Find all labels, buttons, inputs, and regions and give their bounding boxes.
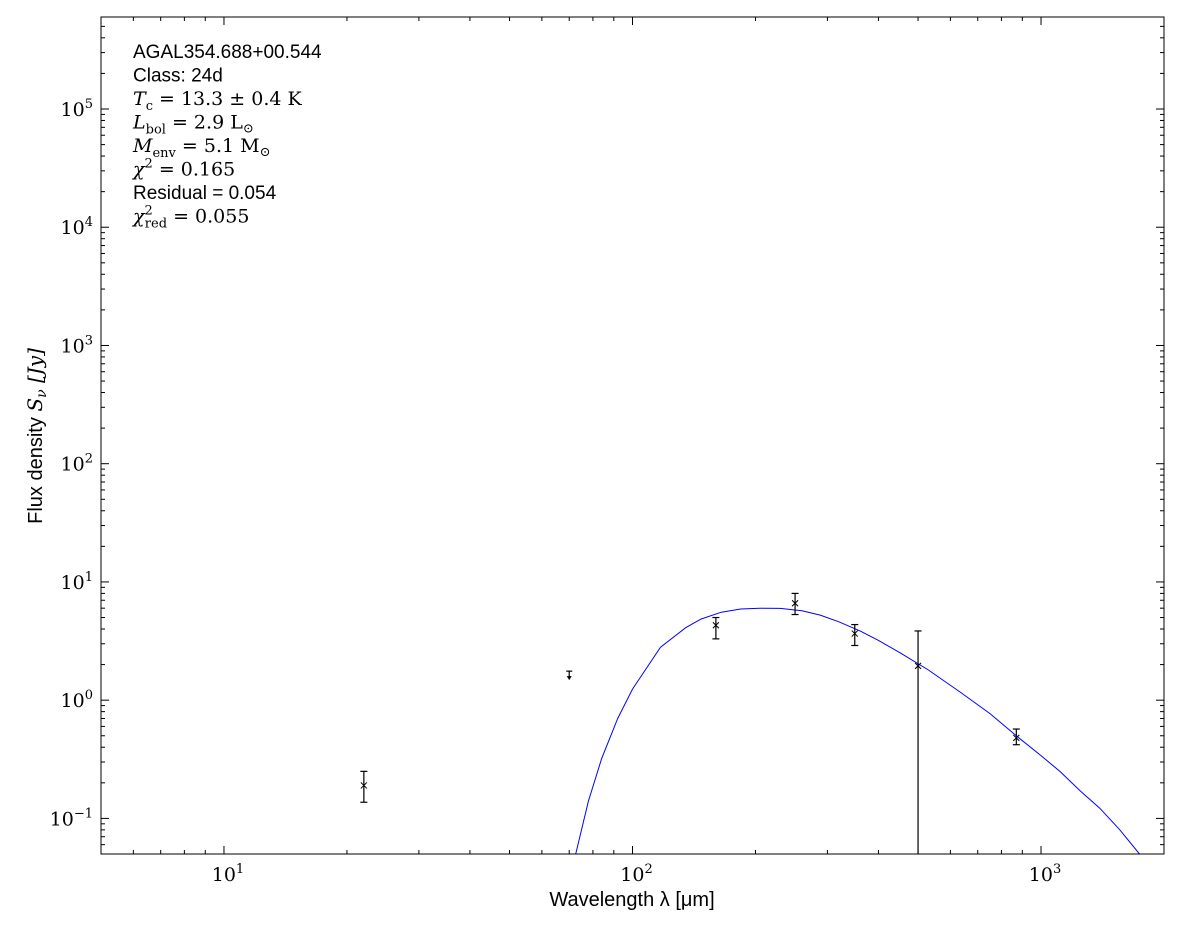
tick-exponent: 0 [85, 688, 93, 703]
annotation-line: AGAL354.688+00.544 [133, 42, 322, 63]
annotation-line: Menv = 5.1 M⊙ [132, 135, 271, 161]
tick-base: 10 [61, 572, 85, 594]
sun-symbol: ⊙ [243, 122, 254, 137]
y-label-symbol: S [23, 398, 47, 412]
annotation-sub: c [146, 99, 153, 114]
annotation-value: = 0.055 [167, 206, 249, 228]
y-tick-label: 103 [61, 333, 93, 357]
tick-exponent: −1 [74, 806, 93, 821]
tick-exponent: 1 [236, 862, 244, 877]
tick-base: 10 [61, 454, 85, 476]
sun-symbol: ⊙ [260, 145, 271, 160]
tick-exponent: 5 [85, 97, 93, 112]
tick-base: 10 [1029, 864, 1053, 886]
annotation-value: = 13.3 ± 0.4 K [153, 88, 303, 110]
annotation-value: = 5.1 M [176, 135, 260, 157]
annotation-sup: 2 [145, 157, 153, 172]
svg-text:Flux density Sν [Jy]: Flux density Sν [Jy] [23, 348, 50, 524]
tick-exponent: 3 [85, 333, 93, 348]
annotation-sub: red [145, 217, 167, 232]
tick-base: 10 [61, 217, 85, 239]
tick-exponent: 2 [85, 452, 93, 467]
tick-exponent: 1 [85, 570, 93, 585]
annotation-symbol: M [132, 135, 153, 157]
y-label-unit: [Jy] [23, 348, 47, 389]
y-label-prefix: Flux density [25, 412, 47, 524]
annotation-value: = 2.9 L [166, 112, 243, 134]
y-tick-label: 104 [61, 215, 93, 239]
tick-base: 10 [61, 99, 85, 121]
model-curve [575, 607, 1140, 854]
annotation-line: χ2 red = 0.055 [131, 204, 249, 232]
annotation-symbol: L [132, 112, 146, 134]
annotation-sub: env [152, 146, 176, 161]
y-label-sub: ν [34, 389, 50, 398]
annotation-value: = 0.165 [153, 159, 235, 181]
plot-area [360, 592, 1140, 854]
plot-frame [100, 16, 1165, 855]
y-tick-label: 105 [61, 97, 93, 121]
y-tick-label: 10−1 [50, 806, 93, 830]
data-point [791, 599, 799, 607]
annotation-symbol: χ [131, 159, 146, 181]
data-point [1012, 734, 1020, 742]
annotation-line: Residual = 0.054 [133, 183, 277, 204]
tick-base: 10 [212, 864, 236, 886]
annotation-line: χ2 = 0.165 [131, 157, 235, 181]
tick-exponent: 3 [1053, 862, 1061, 877]
y-tick-label: 101 [61, 570, 93, 594]
y-tick-label: 100 [61, 688, 93, 712]
x-tick-label: 103 [1029, 862, 1061, 886]
tick-exponent: 4 [85, 215, 93, 230]
annotation-symbol: T [133, 88, 147, 110]
annotation-line: Tc = 13.3 ± 0.4 K [133, 88, 303, 114]
y-tick-label: 102 [61, 452, 93, 476]
data-point [712, 621, 720, 629]
tick-base: 10 [61, 335, 85, 357]
data-point [851, 630, 859, 637]
tick-base: 10 [620, 864, 644, 886]
annotation-line: Lbol = 2.9 L⊙ [132, 112, 254, 138]
data-point [914, 662, 922, 670]
x-tick-label: 101 [212, 862, 244, 886]
annotation-line: Class: 24d [133, 66, 223, 87]
tick-exponent: 2 [644, 862, 652, 877]
tick-base: 10 [50, 808, 74, 830]
upper-limit-arrow [566, 676, 572, 681]
annotation-symbol: χ [131, 206, 146, 228]
y-axis-label: Flux density Sν [Jy] [23, 348, 50, 524]
data-point [360, 782, 368, 789]
annotation-sup: 2 [145, 204, 153, 219]
annotation-sub: bol [146, 123, 166, 138]
x-axis-label: Wavelength λ [μm] [549, 889, 714, 911]
x-tick-label: 102 [620, 862, 652, 886]
plot-marks [360, 592, 1140, 854]
tick-base: 10 [61, 690, 85, 712]
